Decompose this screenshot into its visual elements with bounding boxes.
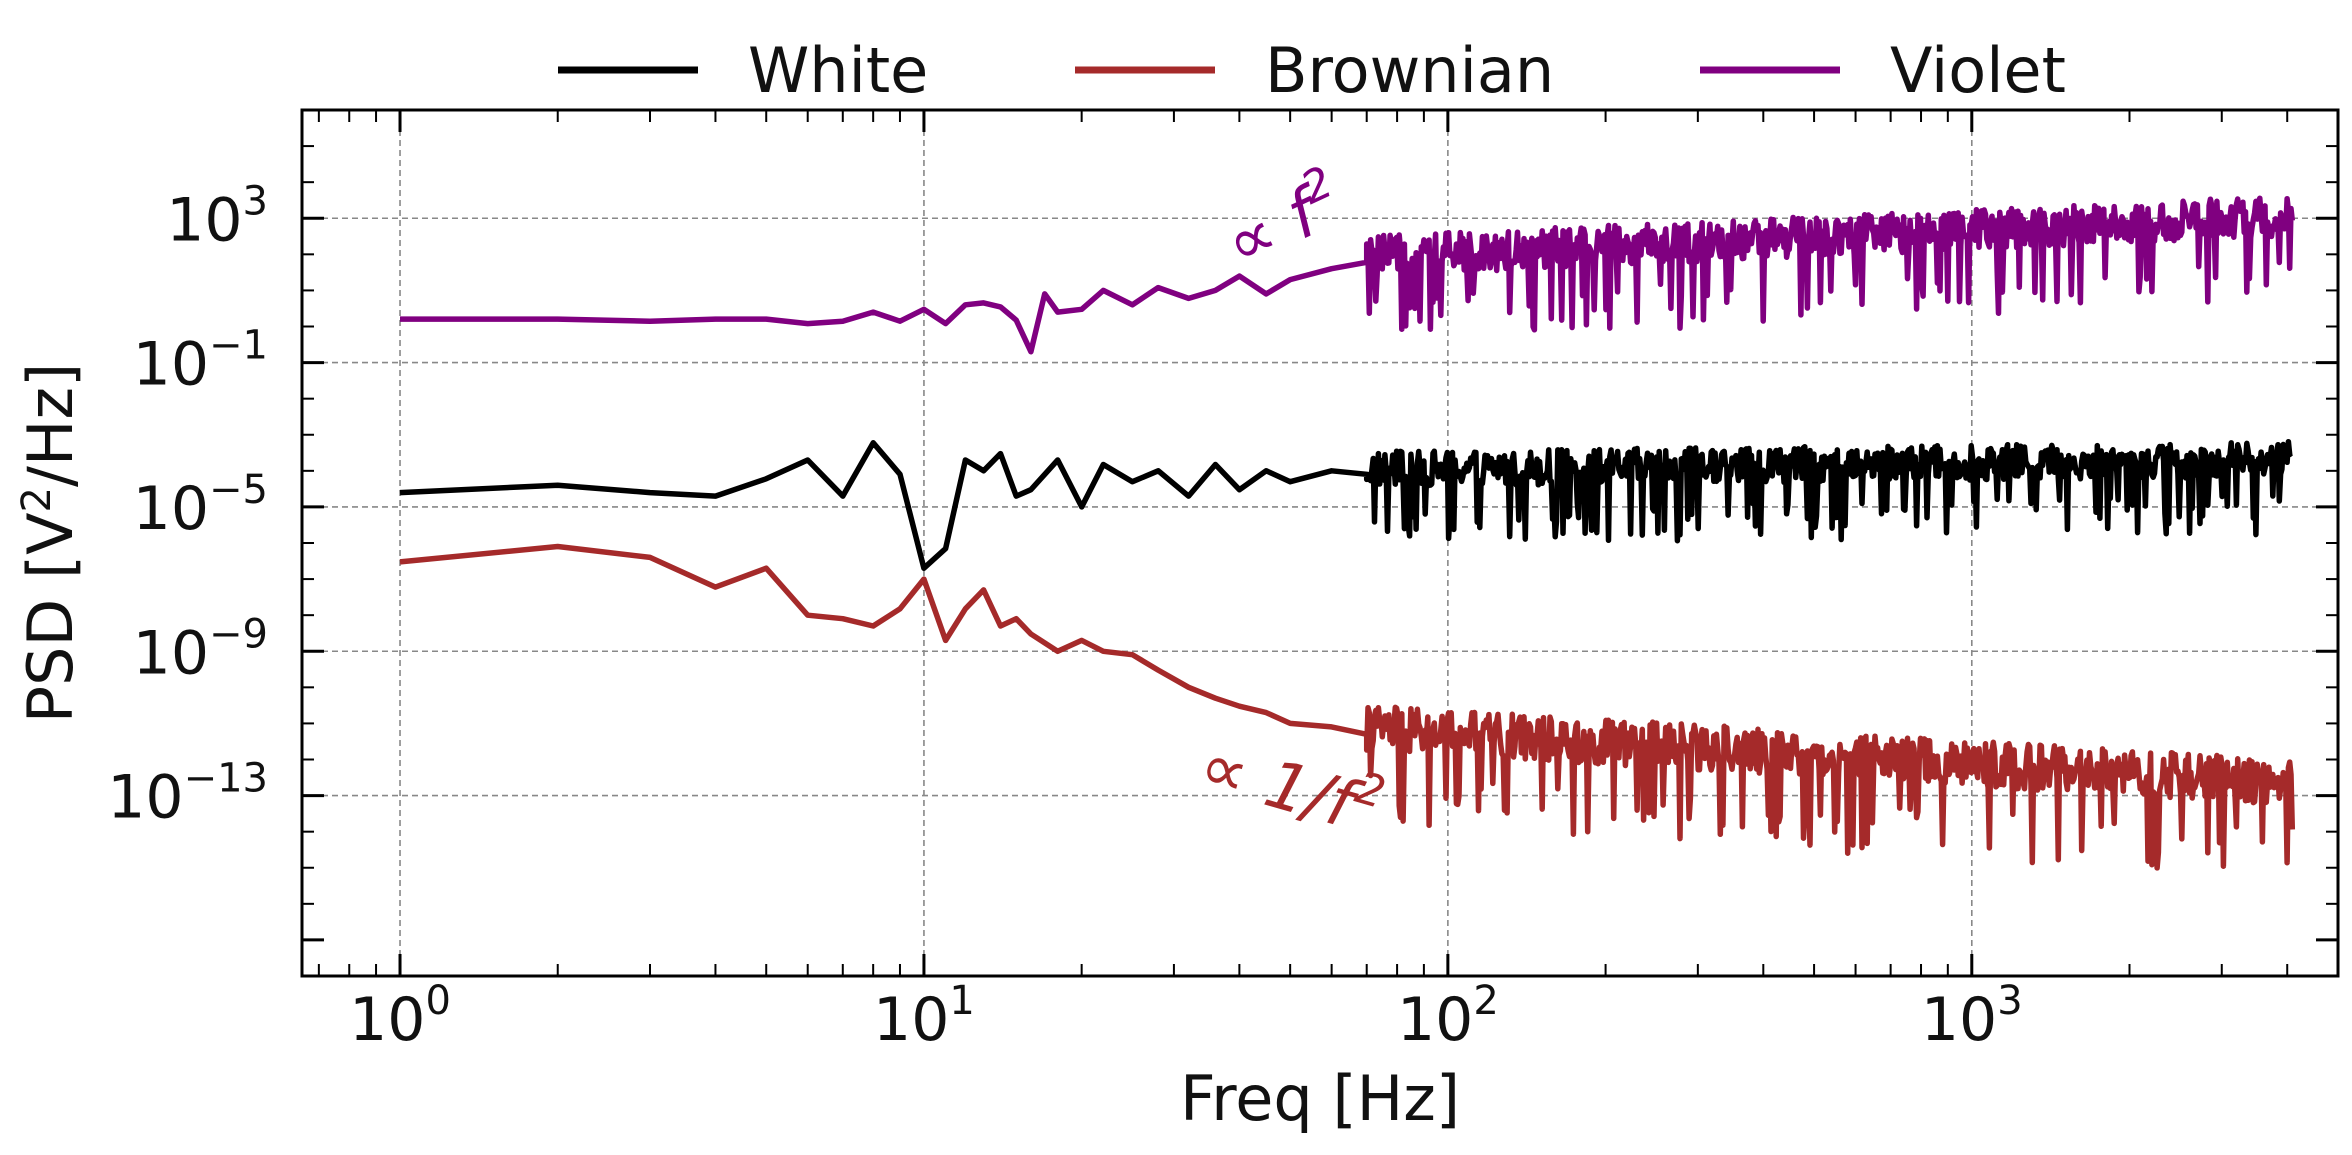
series-line-white bbox=[399, 438, 2294, 571]
legend-label-brownian: Brownian bbox=[1265, 34, 1554, 107]
legend: White Brownian Violet bbox=[558, 34, 2066, 107]
y-tick-label: 10−13 bbox=[107, 756, 268, 833]
x-tick-label: 103 bbox=[1921, 978, 2023, 1055]
x-tick-labels: 100 101 102 103 bbox=[349, 978, 2023, 1055]
annotation-inv-f2: ∝ 1/f2 bbox=[1191, 719, 1391, 850]
y-tick-label: 10−9 bbox=[133, 611, 268, 688]
tick-marks bbox=[302, 109, 2339, 977]
legend-label-violet: Violet bbox=[1890, 34, 2066, 107]
series-lines bbox=[399, 195, 2296, 871]
series-line-brownian bbox=[399, 543, 2296, 871]
annotation-f2: ∝ f2 bbox=[1211, 157, 1355, 284]
y-tick-label: 10−5 bbox=[133, 467, 268, 544]
y-axis-label-main: PSD [V bbox=[14, 512, 87, 723]
y-tick-labels: 103 10−1 10−5 10−9 10−13 bbox=[107, 178, 268, 832]
x-tick-label: 102 bbox=[1397, 978, 1499, 1055]
y-tick-label: 10−1 bbox=[133, 323, 268, 400]
y-tick-label: 103 bbox=[166, 178, 268, 255]
y-axis-label: PSD [V2/Hz] bbox=[14, 363, 87, 724]
y-axis-label-sup: 2 bbox=[14, 487, 60, 512]
series-line-violet bbox=[400, 195, 2296, 355]
x-axis-label: Freq [Hz] bbox=[1180, 1062, 1460, 1135]
x-tick-label: 101 bbox=[873, 978, 975, 1055]
legend-label-white: White bbox=[748, 34, 928, 107]
x-tick-label: 100 bbox=[349, 978, 451, 1055]
y-axis-label-end: /Hz] bbox=[14, 363, 87, 487]
